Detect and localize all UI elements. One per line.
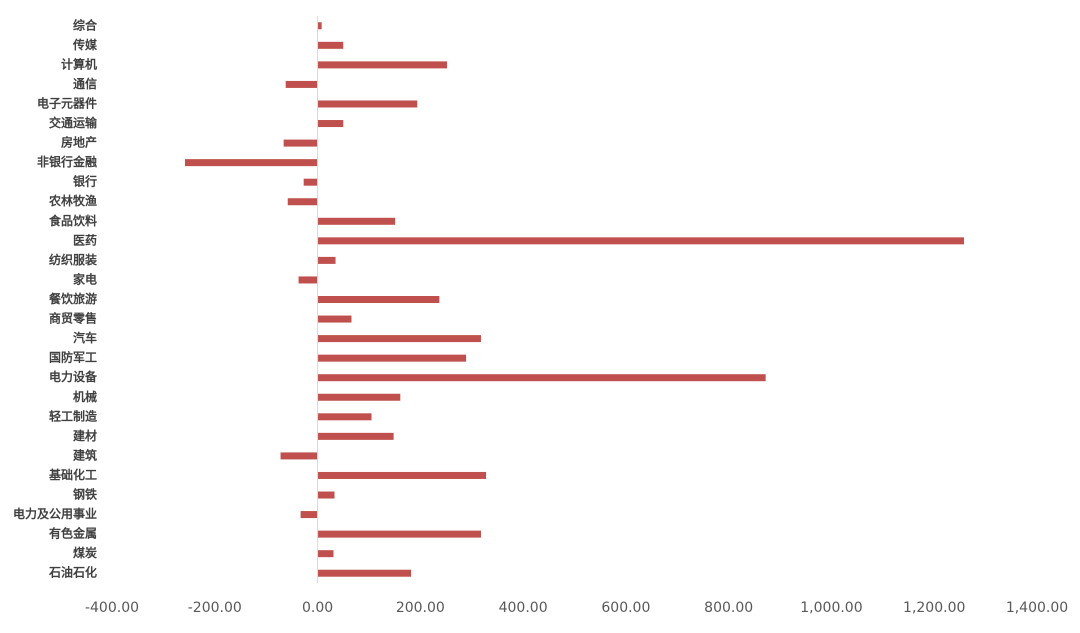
y-tick-label: 有色金属 [49,526,97,541]
x-tick-label: 1,400.00 [1006,600,1068,616]
bar [317,315,352,323]
bar [317,374,766,382]
y-tick-label: 传媒 [72,37,98,52]
y-tick-label: 商贸零售 [49,311,97,326]
bar [317,335,481,343]
y-tick-label: 医药 [73,232,97,247]
bar [317,217,396,225]
bar [280,452,318,460]
y-tick-label: 电力及公用事业 [13,506,97,521]
bar [287,198,318,206]
x-tick-label: 1,200.00 [903,600,965,616]
bar [317,22,322,30]
y-tick-label: 石油石化 [48,565,97,580]
x-tick-label: 800.00 [704,600,753,616]
bar [317,61,448,69]
y-tick-label: 电力设备 [49,369,98,384]
bar [283,139,318,147]
bar [317,491,335,499]
y-tick-label: 建材 [72,428,97,443]
x-tick-label: 1,000.00 [800,600,862,616]
bar [317,569,412,577]
y-tick-label: 机械 [73,389,97,404]
x-tick-label: 200.00 [396,600,445,616]
y-tick-label: 交通运输 [49,115,98,130]
bar [184,159,318,167]
bar [298,276,318,284]
y-tick-label: 钢铁 [73,487,97,502]
bar [317,471,487,479]
bar [317,393,401,401]
y-tick-label: 银行 [73,174,97,189]
x-tick-label: -200.00 [188,600,242,616]
bar [317,550,334,558]
bar [317,354,467,362]
bar [317,256,336,264]
bar [317,530,481,538]
y-tick-label: 通信 [73,76,97,91]
y-tick-label: 房地产 [61,135,97,150]
bar [317,100,418,108]
y-tick-label: 纺织服装 [49,252,97,267]
y-tick-label: 电子元器件 [37,95,97,110]
y-tick-label: 食品饮料 [48,213,97,228]
x-tick-label: 0.00 [302,600,333,616]
y-tick-label: 非银行金融 [37,154,97,169]
y-tick-label: 轻工制造 [49,408,98,423]
y-tick-label: 汽车 [73,330,97,345]
bar [317,296,440,303]
y-tick-label: 计算机 [61,56,97,71]
bar [300,511,318,519]
y-tick-label: 家电 [73,271,97,286]
y-tick-label: 综合 [73,17,98,32]
y-tick-label: 建筑 [72,447,97,462]
x-tick-label: 600.00 [601,600,650,616]
bar [317,413,372,421]
bar [317,120,344,128]
x-tick-label: 400.00 [499,600,548,616]
bar [317,41,344,49]
y-tick-label: 农林牧渔 [48,193,97,208]
bar [303,178,318,186]
x-tick-label: -400.00 [85,600,139,616]
y-tick-label: 煤炭 [73,545,97,560]
y-tick-label: 餐饮旅游 [49,291,97,306]
bar [317,432,394,440]
y-tick-label: 国防军工 [49,350,97,365]
y-tick-label: 基础化工 [48,467,97,482]
bar [317,237,965,245]
bar [285,80,318,88]
